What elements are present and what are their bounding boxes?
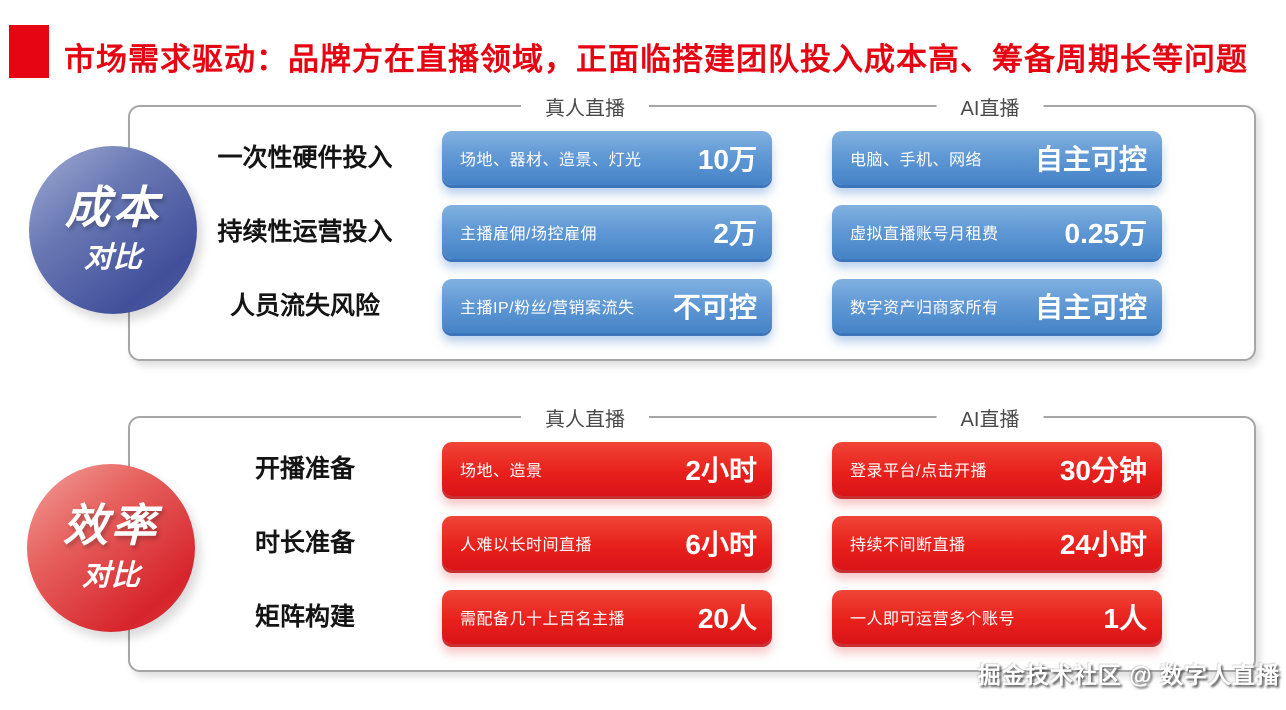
slide-title: 市场需求驱动：品牌方在直播领域，正面临搭建团队投入成本高、筹备周期长等问题	[64, 42, 1248, 77]
human-live-pill: 主播雇佣/场控雇佣 2万	[442, 205, 772, 259]
ai-live-pill: 一人即可运营多个账号 1人	[832, 590, 1162, 644]
pill-value: 2万	[713, 218, 757, 249]
ai-live-pill: 电脑、手机、网络 自主可控	[832, 131, 1162, 185]
ai-live-pill: 登录平台/点击开播 30分钟	[832, 442, 1162, 496]
row-label: 矩阵构建	[254, 603, 355, 631]
pill-value: 自主可控	[1034, 144, 1147, 175]
human-live-pill: 场地、造景 2小时	[442, 442, 772, 496]
cost-comparison-badge: 成本 对比	[29, 146, 197, 314]
pill-value: 24小时	[1059, 529, 1147, 560]
cost-row-attrition: 人员流失风险 主播IP/粉丝/营销案流失 不可控 数字资产归商家所有 自主可控	[130, 279, 1254, 333]
eff-row-duration: 时长准备 人难以长时间直播 6小时 持续不间断直播 24小时	[130, 516, 1254, 570]
human-live-pill: 人难以长时间直播 6小时	[442, 516, 772, 570]
pill-description: 场地、器材、造景、灯光	[460, 152, 642, 169]
watermark: 掘金技术社区 @ 数字人直播	[977, 662, 1280, 688]
cost-comparison-panel: 真人直播 AI直播 一次性硬件投入 场地、器材、造景、灯光 10万 电脑、手机、…	[128, 92, 1256, 361]
human-live-pill: 场地、器材、造景、灯光 10万	[442, 131, 772, 185]
pill-value: 30分钟	[1059, 455, 1147, 486]
human-live-pill: 主播IP/粉丝/营销案流失 不可控	[442, 279, 772, 333]
pill-description: 场地、造景	[460, 463, 543, 480]
row-label: 一次性硬件投入	[217, 144, 393, 172]
pill-value: 不可控	[672, 292, 757, 323]
pill-description: 虚拟直播账号月租费	[850, 226, 999, 243]
pill-value: 2小时	[685, 455, 757, 486]
cost-row-operation: 持续性运营投入 主播雇佣/场控雇佣 2万 虚拟直播账号月租费 0.25万	[130, 205, 1254, 259]
pill-value: 1人	[1103, 603, 1147, 634]
pill-description: 数字资产归商家所有	[850, 300, 999, 317]
pill-value: 自主可控	[1034, 292, 1147, 323]
badge-subtitle: 对比	[81, 560, 140, 593]
pill-description: 主播雇佣/场控雇佣	[460, 226, 597, 243]
efficiency-comparison-panel: 真人直播 AI直播 开播准备 场地、造景 2小时 登录平台/点击开播 30分钟 …	[128, 403, 1256, 672]
pill-value: 10万	[697, 144, 757, 175]
cost-row-hardware: 一次性硬件投入 场地、器材、造景、灯光 10万 电脑、手机、网络 自主可控	[130, 131, 1254, 185]
column-header-ai-live: AI直播	[936, 403, 1044, 432]
column-header-ai-live: AI直播	[936, 92, 1044, 121]
badge-title: 效率	[62, 499, 159, 551]
pill-value: 20人	[697, 603, 757, 634]
pill-description: 电脑、手机、网络	[850, 152, 983, 169]
row-label: 人员流失风险	[229, 292, 380, 320]
row-label: 开播准备	[254, 455, 355, 483]
pill-value: 0.25万	[1064, 218, 1148, 249]
row-label: 持续性运营投入	[217, 218, 393, 246]
efficiency-comparison-badge: 效率 对比	[27, 464, 195, 632]
eff-row-launch-prep: 开播准备 场地、造景 2小时 登录平台/点击开播 30分钟	[130, 442, 1254, 496]
pill-description: 人难以长时间直播	[460, 537, 593, 554]
pill-description: 需配备几十上百名主播	[460, 611, 626, 628]
human-live-pill: 需配备几十上百名主播 20人	[442, 590, 772, 644]
column-header-human-live: 真人直播	[521, 403, 649, 432]
row-label: 时长准备	[254, 529, 355, 557]
ai-live-pill: 虚拟直播账号月租费 0.25万	[832, 205, 1162, 259]
pill-value: 6小时	[685, 529, 757, 560]
ai-live-pill: 数字资产归商家所有 自主可控	[832, 279, 1162, 333]
eff-row-matrix: 矩阵构建 需配备几十上百名主播 20人 一人即可运营多个账号 1人	[130, 590, 1254, 644]
pill-description: 持续不间断直播	[850, 537, 966, 554]
badge-subtitle: 对比	[83, 242, 142, 275]
ai-live-pill: 持续不间断直播 24小时	[832, 516, 1162, 570]
badge-title: 成本	[64, 181, 161, 233]
title-accent-block	[9, 25, 49, 78]
pill-description: 主播IP/粉丝/营销案流失	[460, 300, 635, 317]
pill-description: 登录平台/点击开播	[850, 463, 987, 480]
column-header-human-live: 真人直播	[521, 92, 649, 121]
pill-description: 一人即可运营多个账号	[850, 611, 1016, 628]
